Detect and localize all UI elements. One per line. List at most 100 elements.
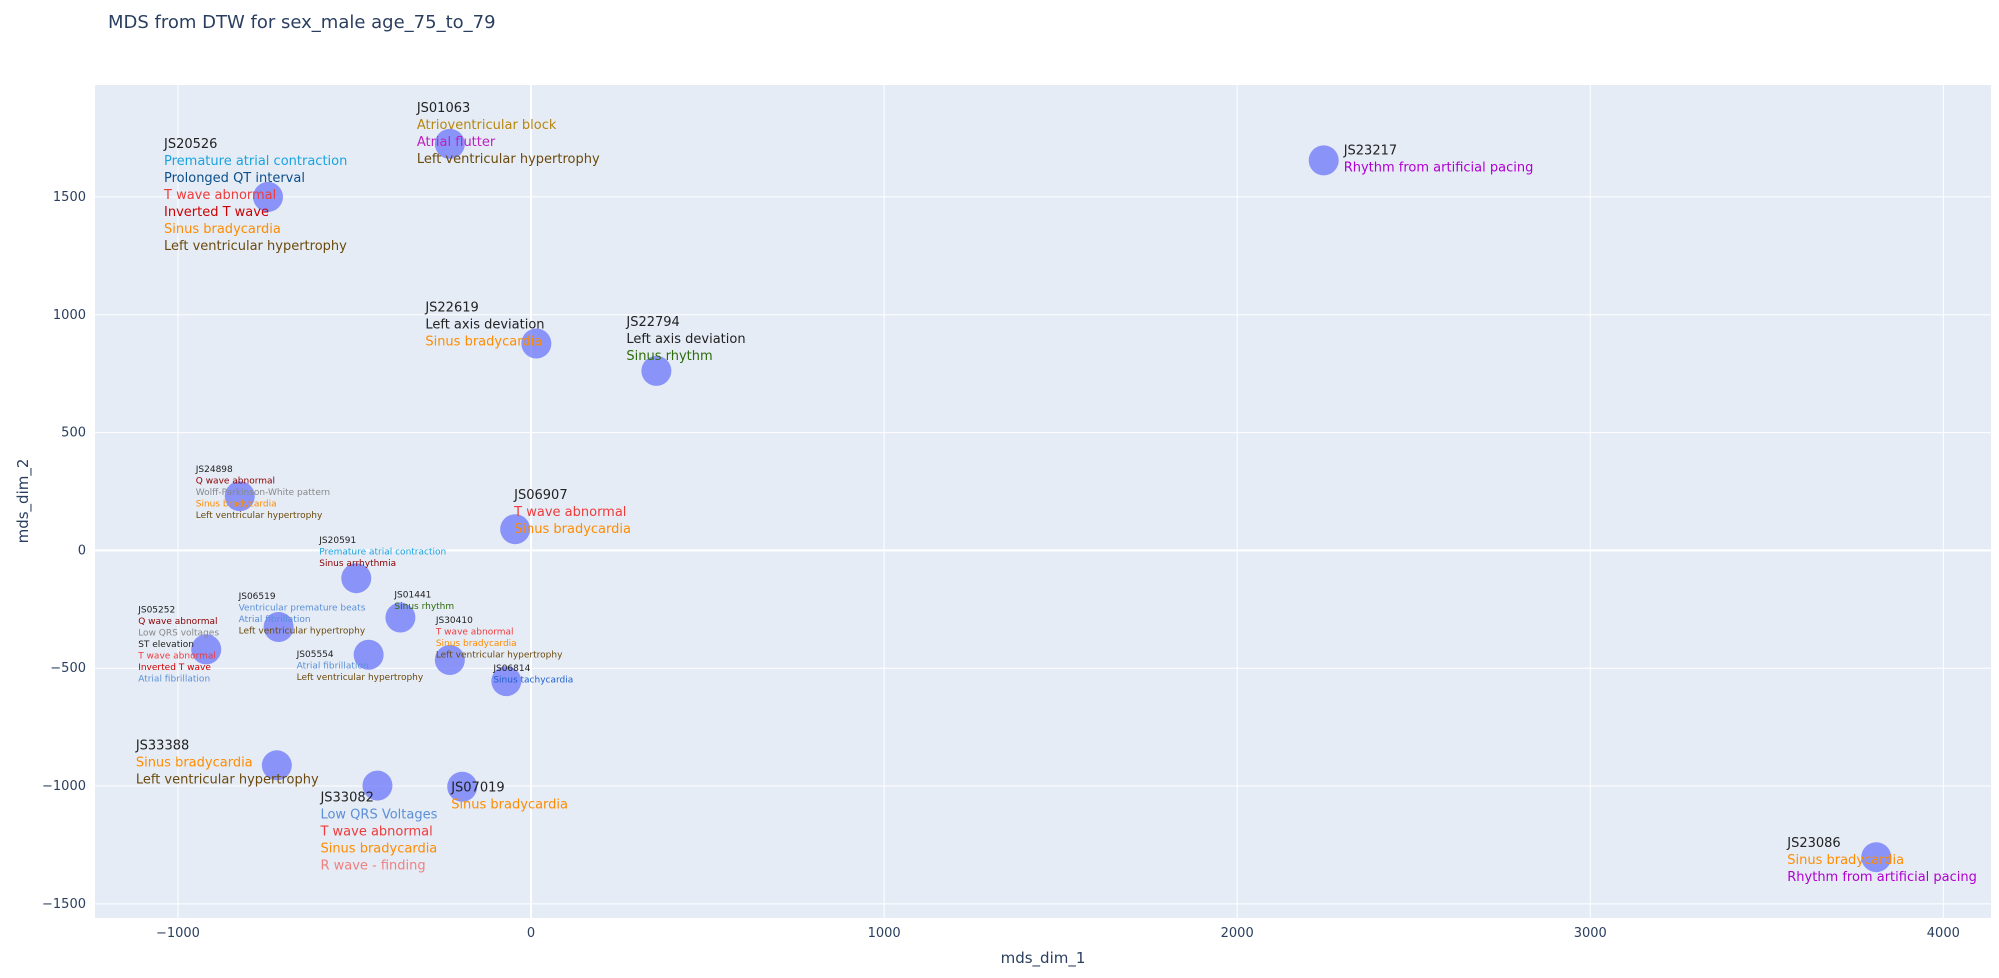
point-finding-label: T wave abnormal [513,505,626,520]
data-point-js33082[interactable] [362,770,393,801]
y-tick-label: −1500 [42,897,86,912]
point-id-label: JS07019 [450,781,504,796]
point-finding-label: Left ventricular hypertrophy [297,673,424,683]
point-finding-label: Sinus bradycardia [425,335,542,350]
point-finding-label: Sinus bradycardia [136,755,253,770]
point-finding-label: T wave abnormal [163,188,276,203]
point-finding-label: Wolff-Parkinson-White pattern [196,488,330,498]
point-finding-label: ST elevation [138,640,194,650]
point-finding-label: Atrial flutter [417,135,496,150]
x-tick-label: 0 [527,926,535,941]
point-finding-label: Left ventricular hypertrophy [136,772,319,787]
point-id-label: JS05554 [296,650,334,660]
data-point-js06814[interactable] [491,666,522,697]
y-tick-label: −500 [50,661,86,676]
point-finding-label: Inverted T wave [164,205,269,220]
x-tick-label: −1000 [156,926,200,941]
point-finding-label: Low QRS Voltages [320,808,437,823]
x-tick-label: 2000 [1221,926,1254,941]
point-id-label: JS22619 [424,301,478,316]
point-finding-label: Sinus arrhythmia [319,559,396,569]
point-id-label: JS33388 [135,738,189,753]
point-finding-label: Atrioventricular block [417,118,557,133]
x-tick-label: 1000 [868,926,901,941]
point-finding-label: Left ventricular hypertrophy [417,152,600,167]
point-id-label: JS33082 [319,791,373,806]
data-point-js22794[interactable] [641,355,672,386]
point-id-label: JS23217 [1343,143,1397,158]
grid-lines [95,85,1991,918]
data-point-js05554[interactable] [353,639,384,670]
point-id-label: JS06814 [492,664,530,674]
point-finding-label: Left ventricular hypertrophy [436,650,563,660]
point-finding-label: Atrial fibrillation [239,615,311,625]
y-tick-label: 1000 [53,308,86,323]
point-id-label: JS01063 [416,101,470,116]
point-finding-label: Premature atrial contraction [319,548,446,558]
point-finding-label: Sinus bradycardia [196,500,277,510]
point-finding-label: Left ventricular hypertrophy [164,239,347,254]
data-point-js01063[interactable] [434,128,465,159]
y-tick-label: 0 [78,543,86,558]
point-id-label: JS23086 [1786,836,1840,851]
point-finding-label: Sinus bradycardia [1787,853,1904,868]
x-tick-label: 3000 [1574,926,1607,941]
y-axis-title: mds_dim_2 [14,459,33,544]
point-finding-label: Sinus rhythm [394,602,454,612]
data-point-js23086[interactable] [1861,842,1892,873]
point-finding-label: Left ventricular hypertrophy [196,511,323,521]
data-point-js24898[interactable] [224,481,255,512]
point-finding-label: Atrial fibrillation [297,661,369,671]
point-id-label: JS06907 [513,488,567,503]
point-finding-label: Left axis deviation [626,332,745,347]
data-points[interactable] [191,128,1892,873]
point-finding-label: Sinus rhythm [626,349,712,364]
point-id-label: JS01441 [393,591,431,601]
point-finding-label: Sinus bradycardia [436,639,517,649]
point-finding-label: Ventricular premature beats [239,603,366,613]
data-point-js23217[interactable] [1308,145,1339,176]
data-point-js05252[interactable] [191,634,222,665]
axis-ticks: −1000 0 1000 2000 3000 4000 −1500 −1000 −500 0 500… [42,190,1960,941]
data-point-js30410[interactable] [434,644,465,675]
point-id-label: JS20591 [318,536,356,546]
point-finding-label: Left axis deviation [425,318,544,333]
point-finding-label: Sinus bradycardia [164,222,281,237]
point-finding-label: Sinus bradycardia [451,798,568,813]
point-id-label: JS05252 [137,605,175,615]
point-id-label: JS06519 [238,592,276,602]
y-tick-label: 500 [61,426,86,441]
point-finding-label: T wave abnormal [435,627,514,637]
point-finding-label: Rhythm from artificial pacing [1787,870,1977,885]
data-point-js22619[interactable] [521,328,552,359]
data-point-js33388[interactable] [261,750,292,781]
point-finding-label: Sinus bradycardia [514,522,631,537]
data-point-js01441[interactable] [385,602,416,633]
point-finding-label: Atrial fibrillation [138,674,210,684]
data-point-js06907[interactable] [500,514,531,545]
data-point-js07019[interactable] [447,771,478,802]
point-finding-label: Inverted T wave [138,663,211,673]
point-annotations: JS01063 Atrioventricular block Atrial flut… [135,101,1977,885]
x-tick-label: 4000 [1927,926,1960,941]
point-finding-label: Premature atrial contraction [164,154,347,169]
point-finding-label: Sinus bradycardia [320,842,437,857]
chart-title: MDS from DTW for sex_male age_75_to_79 [108,12,496,33]
data-point-js06519[interactable] [263,611,294,642]
y-tick-label: 1500 [53,190,86,205]
point-id-label: JS30410 [435,616,473,626]
point-finding-label: Prolonged QT interval [164,171,305,186]
data-point-js20526[interactable] [253,181,284,212]
point-finding-label: R wave - finding [320,859,425,874]
point-id-label: JS22794 [625,315,679,330]
point-id-label: JS24898 [195,465,233,475]
point-finding-label: T wave abnormal [137,651,216,661]
point-finding-label: T wave abnormal [319,825,432,840]
data-point-js20591[interactable] [341,563,372,594]
point-finding-label: Rhythm from artificial pacing [1344,160,1534,175]
point-id-label: JS20526 [163,137,217,152]
point-finding-label: Low QRS voltages [138,628,219,638]
point-finding-label: Q wave abnormal [196,477,275,487]
